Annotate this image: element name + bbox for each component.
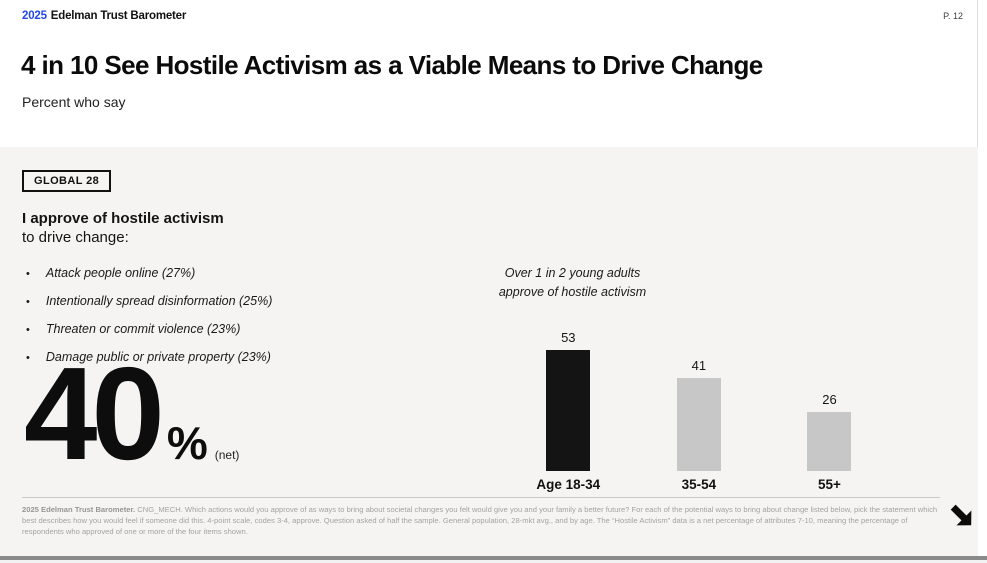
slide-title: 4 in 10 See Hostile Activism as a Viable… — [21, 50, 763, 80]
bullet-text: Intentionally spread disinformation (25%… — [45, 294, 273, 308]
bar — [546, 350, 591, 471]
bar-category-label: 35-54 — [681, 477, 717, 492]
bullet-text: Threaten or commit violence (23%) — [45, 322, 241, 336]
bar-chart-categories: Age 18-34 35-54 55+ — [503, 477, 895, 492]
slide-bottom-edge — [0, 556, 987, 560]
bullet-list: • Attack people online (27%) • Intentionall… — [26, 266, 446, 378]
bullet-dot: • — [26, 268, 30, 280]
bar-group: 26 — [764, 330, 895, 471]
bullet-item: • Attack people online (27%) — [26, 266, 446, 283]
bullet-item: • Intentionally spread disinformation (25… — [26, 294, 446, 311]
annotation-line-2: approve of hostile activism — [498, 284, 647, 299]
bullet-dot: • — [26, 296, 30, 308]
footer-source: 2025 Edelman Trust Barometer. — [22, 505, 136, 514]
edelman-logo: 2025 Edelman Trust Barometer — [22, 10, 186, 22]
big-stat-qualifier: (net) — [214, 448, 240, 462]
global-28-badge: GLOBAL 28 — [22, 170, 112, 192]
bar — [676, 378, 721, 471]
annotation-line-1: Over 1 in 2 young adults — [504, 266, 641, 280]
statement-bold: I approve of hostile activism — [22, 210, 224, 227]
big-stat-unit: % — [166, 417, 208, 469]
footer-text: CNG_MECH. Which actions would you approv… — [22, 505, 938, 536]
statement-rest: to drive change: — [22, 228, 129, 246]
next-page-arrow-icon[interactable] — [947, 501, 977, 531]
bullet-text: Damage public or private property (23%) — [45, 350, 271, 364]
bar-category-label: Age 18-34 — [536, 477, 601, 492]
logo-year: 2025 — [22, 10, 47, 22]
bar-group: 41 — [634, 330, 765, 471]
bar-group: 53 — [503, 330, 634, 471]
bar-chart: 53 41 26 — [503, 330, 895, 471]
chart-annotation: Over 1 in 2 young adults approve of host… — [440, 264, 705, 302]
bar — [807, 412, 852, 471]
bullet-item: • Damage public or private property (23%) — [26, 350, 446, 367]
bar-value-label: 53 — [561, 330, 576, 345]
slide-subtitle: Percent who say — [22, 94, 126, 110]
logo-text: Edelman Trust Barometer — [50, 10, 187, 22]
content-panel — [0, 147, 978, 556]
bullet-item: • Threaten or commit violence (23%) — [26, 322, 446, 339]
bullet-dot: • — [26, 352, 30, 364]
big-stat: 40% (net) — [24, 348, 239, 480]
footer-divider — [22, 497, 940, 498]
slide: 2025 Edelman Trust Barometer P. 12 4 in 1… — [0, 0, 978, 556]
page-number: P. 12 — [943, 11, 963, 21]
statement-text: I approve of hostile activism to drive c… — [22, 210, 224, 248]
bar-value-label: 41 — [691, 358, 707, 373]
bar-category-label: 55+ — [818, 477, 841, 492]
bullet-text: Attack people online (27%) — [45, 266, 196, 280]
bar-value-label: 26 — [822, 392, 837, 407]
bullet-dot: • — [26, 324, 30, 336]
big-stat-value: 40 — [24, 340, 165, 487]
background-below-slide — [0, 560, 987, 563]
footer-note: 2025 Edelman Trust Barometer. CNG_MECH. … — [22, 504, 938, 537]
